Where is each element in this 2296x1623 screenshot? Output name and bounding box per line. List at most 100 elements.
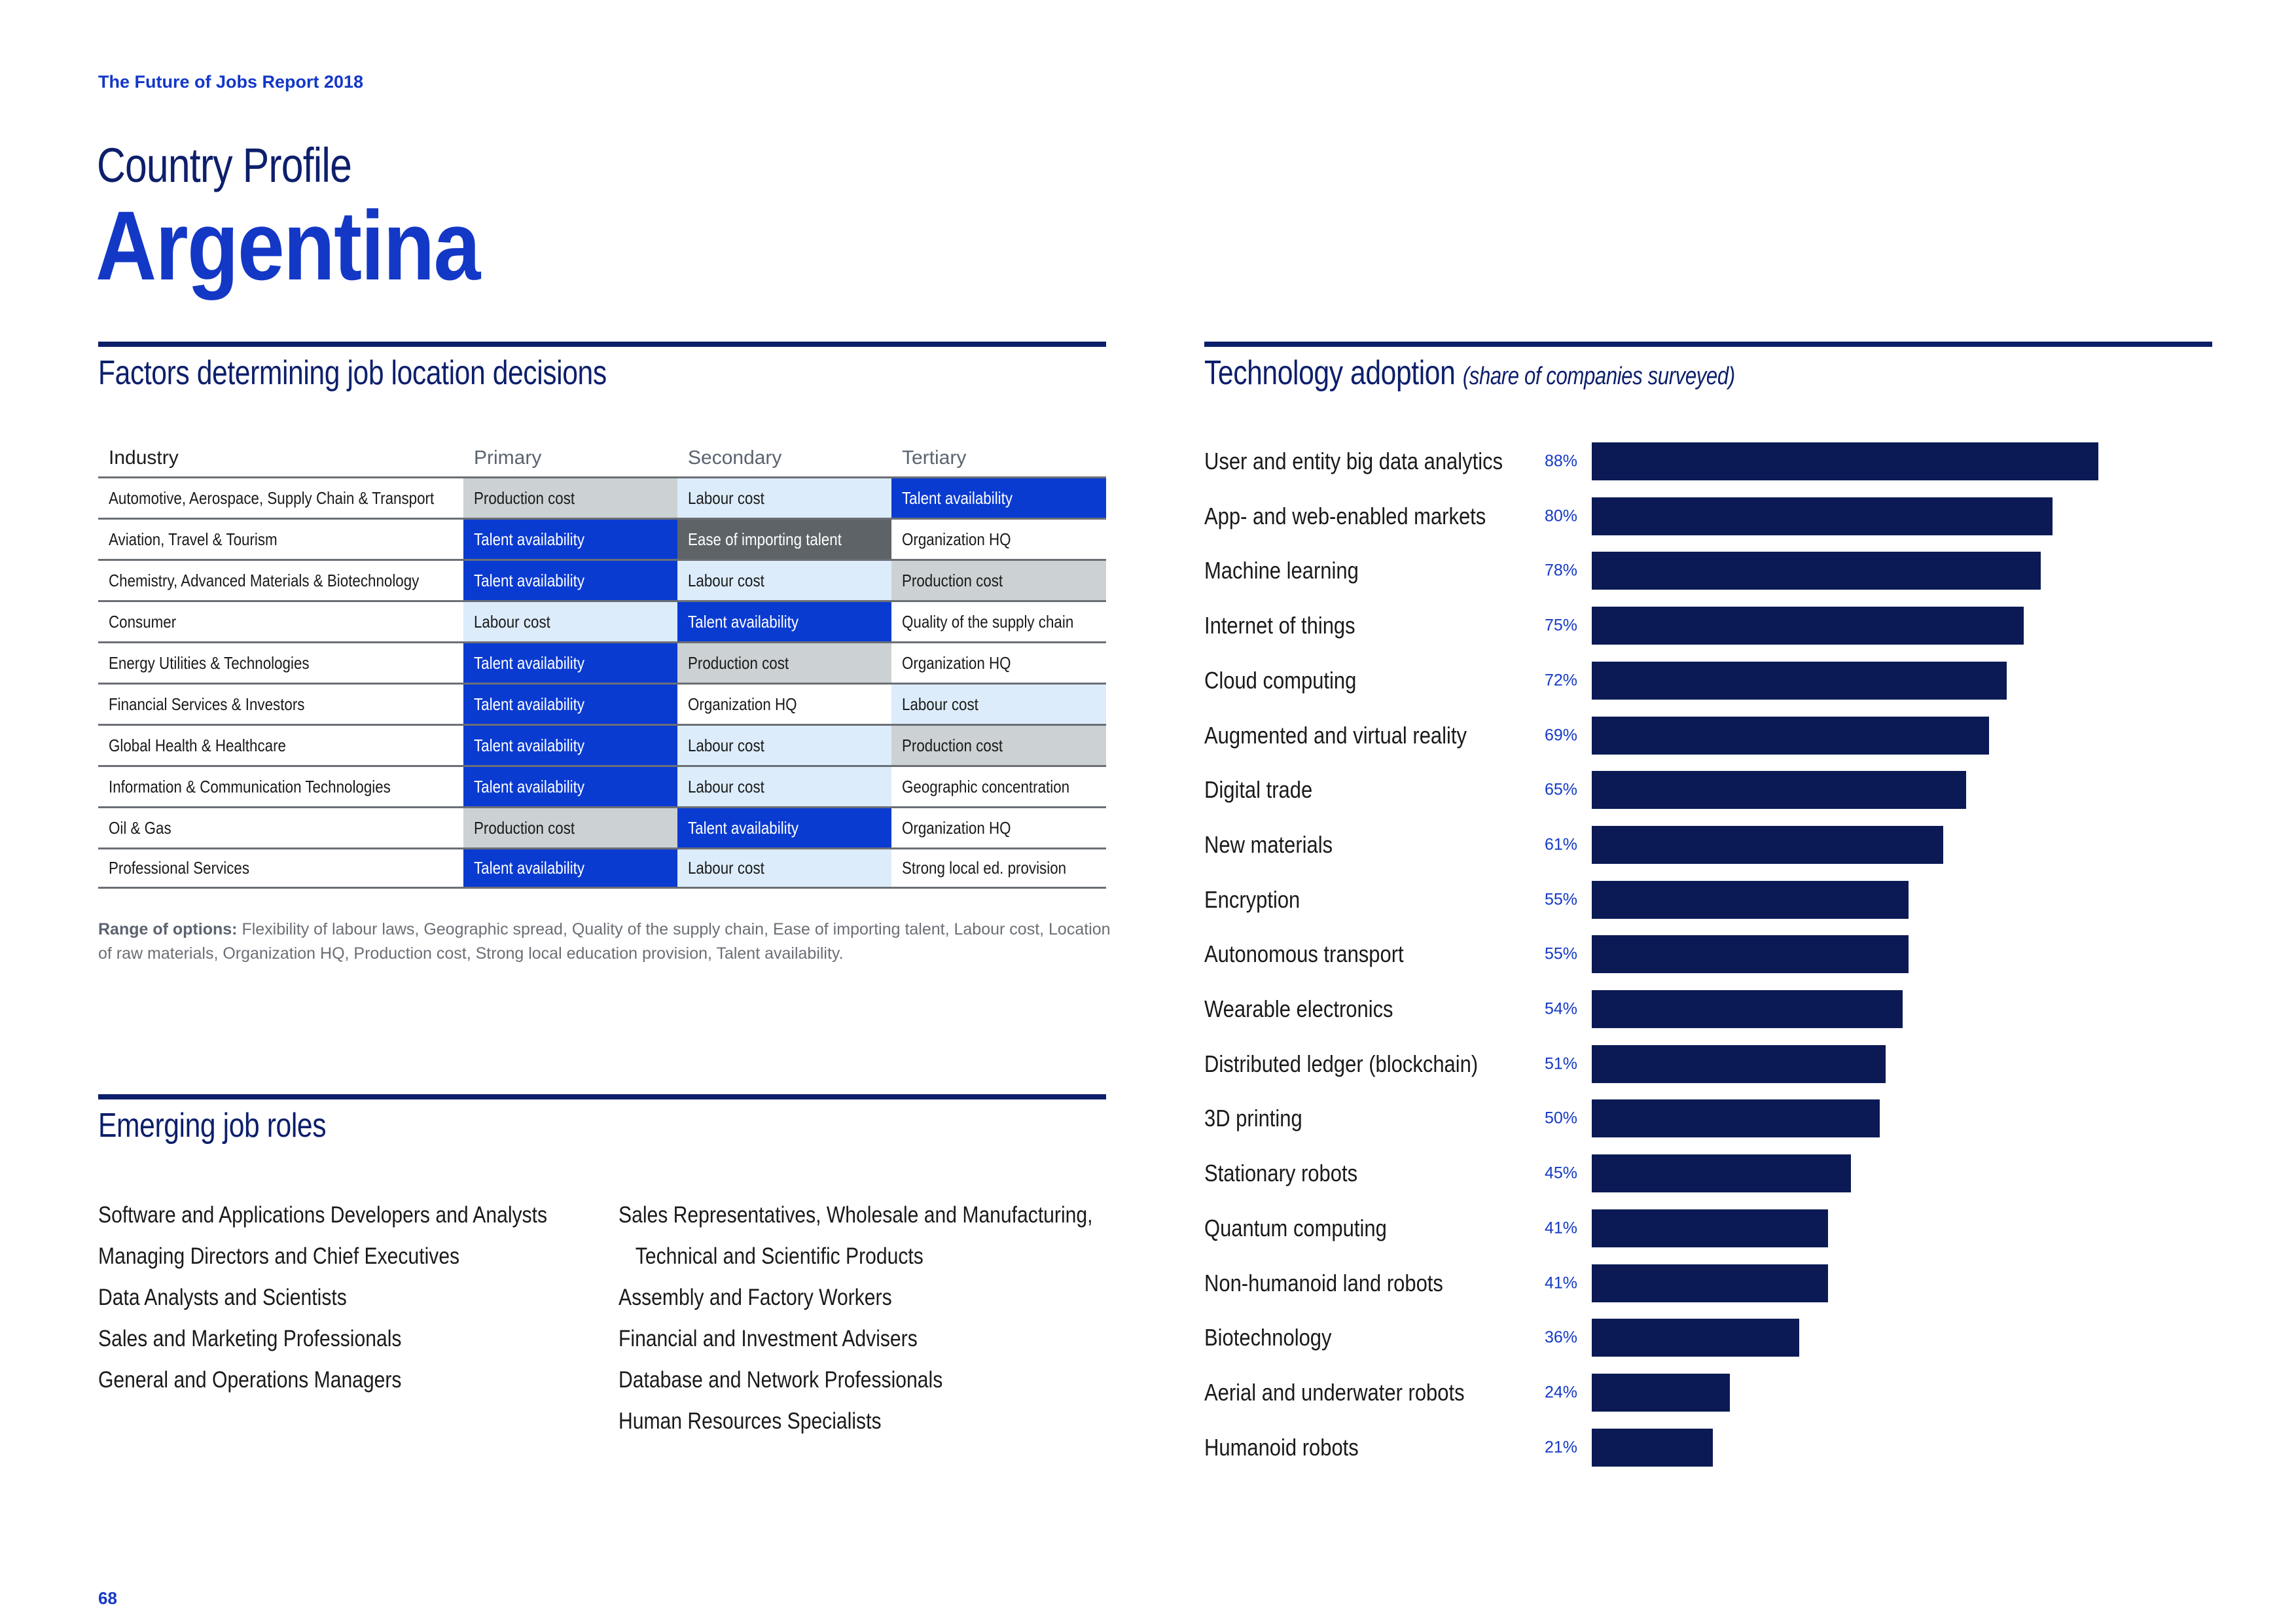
chart-data-label: 41% [1545,1274,1578,1292]
chart-category-label: 3D printing [1204,1105,1302,1132]
chart-category-label: Digital trade [1204,776,1313,804]
chart-bar [1592,1428,1713,1467]
chart-row: Cloud computing 72% [1204,659,2225,702]
chart-category-label: New materials [1204,830,1333,858]
table-row: Information & Communication Technologies… [98,765,1106,806]
table-row: Professional Services Talent availability… [98,847,1106,889]
chart-data-label: 41% [1545,1219,1578,1238]
chart-row: Encryption 55% [1204,878,2225,921]
secondary-factor-cell: Production cost [677,643,891,683]
chart-row: Wearable electronics 54% [1204,988,2225,1031]
tertiary-factor-cell-text: Production cost [902,570,1003,590]
chart-category-label: Augmented and virtual reality [1204,721,1467,749]
tertiary-factor-cell-text: Quality of the supply chain [902,611,1074,632]
range-of-options-label: Range of options: [98,920,238,938]
secondary-factor-cell: Labour cost [677,726,891,765]
primary-factor-cell-text: Talent availability [474,858,585,878]
chart-row: 3D printing 50% [1204,1097,2225,1140]
industry-cell-text: Energy Utilities & Technologies [109,652,310,673]
chart-data-label: 50% [1545,1109,1578,1128]
chart-bar [1592,880,1909,919]
primary-factor-cell-text: Talent availability [474,694,585,714]
primary-factor-cell-text: Talent availability [474,776,585,796]
chart-data-label: 61% [1545,835,1578,854]
table-row: Global Health & Healthcare Talent availab… [98,724,1106,765]
chart-data-label: 55% [1545,890,1578,909]
tertiary-factor-cell-text: Organization HQ [902,817,1011,838]
role-item: Financial and Investment Advisers [619,1326,918,1351]
primary-factor-cell-text: Talent availability [474,735,585,755]
tertiary-factor-cell-text: Organization HQ [902,529,1011,549]
primary-factor-cell: Labour cost [463,602,677,641]
chart-bar [1592,497,2053,535]
chart-row: Distributed ledger (blockchain) 51% [1204,1043,2225,1086]
range-of-options-text: Flexibility of labour laws, Geographic s… [98,920,1111,963]
tertiary-factor-cell: Organization HQ [891,643,1106,683]
primary-factor-cell: Talent availability [463,643,677,683]
chart-row: Internet of things 75% [1204,604,2225,647]
column-header-tertiary: Tertiary [902,447,967,469]
chart-row: Augmented and virtual reality 69% [1204,714,2225,757]
primary-factor-cell-text: Production cost [474,817,575,838]
chart-category-label: Biotechnology [1204,1324,1332,1351]
chart-category-label: Machine learning [1204,557,1359,584]
secondary-factor-cell-text: Organization HQ [688,694,797,714]
primary-factor-cell: Talent availability [463,849,677,887]
chart-category-label: App- and web-enabled markets [1204,502,1486,529]
tertiary-factor-cell: Geographic concentration [891,767,1106,806]
column-header-primary: Primary [474,447,542,469]
industry-cell-text: Global Health & Healthcare [109,735,286,755]
tertiary-factor-cell: Talent availability [891,478,1106,518]
chart-bar [1592,1209,1828,1247]
primary-factor-cell: Talent availability [463,685,677,724]
primary-factor-cell: Talent availability [463,520,677,559]
secondary-factor-cell: Labour cost [677,561,891,600]
industry-cell: Global Health & Healthcare [98,726,463,765]
secondary-factor-cell: Ease of importing talent [677,520,891,559]
primary-factor-cell: Talent availability [463,726,677,765]
column-header-secondary: Secondary [688,447,782,469]
chart-bar [1592,990,1903,1028]
chart-bar [1592,771,1966,810]
chart-category-label: Distributed ledger (blockchain) [1204,1050,1479,1077]
tertiary-factor-cell: Production cost [891,561,1106,600]
tech-title: Technology adoption [1204,354,1456,392]
role-item-continuation: Technical and Scientific Products [635,1243,924,1269]
secondary-factor-cell: Labour cost [677,767,891,806]
tech-subtitle: (share of companies surveyed) [1462,363,1735,390]
chart-row: Biotechnology 36% [1204,1316,2225,1359]
chart-bar [1592,661,2007,700]
industry-cell: Oil & Gas [98,808,463,847]
primary-factor-cell: Talent availability [463,767,677,806]
tertiary-factor-cell-text: Talent availability [902,488,1013,508]
chart-row: Quantum computing 41% [1204,1207,2225,1250]
chart-category-label: Cloud computing [1204,666,1357,694]
chart-data-label: 21% [1545,1438,1578,1457]
roles-column-right-list: Assembly and Factory Workers Financial an… [619,1277,1170,1442]
tertiary-factor-cell: Organization HQ [891,808,1106,847]
factors-table-header: Industry Primary Secondary Tertiary [98,440,1106,476]
chart-data-label: 80% [1545,507,1578,526]
primary-factor-cell-text: Talent availability [474,529,585,549]
chart-bar [1592,552,2041,590]
tertiary-factor-cell-text: Production cost [902,735,1003,755]
chart-data-label: 24% [1545,1383,1578,1402]
page-number: 68 [98,1588,117,1608]
tertiary-factor-cell-text: Organization HQ [902,652,1011,673]
chart-bar [1592,825,1943,864]
roles-column-left: Software and Applications Developers and… [98,1194,620,1400]
chart-row: Non-humanoid land robots 41% [1204,1262,2225,1305]
chart-row: New materials 61% [1204,823,2225,866]
report-title: The Future of Jobs Report 2018 [98,72,364,92]
industry-cell: Chemistry, Advanced Materials & Biotechn… [98,561,463,600]
chart-row: Digital trade 65% [1204,768,2225,812]
chart-data-label: 45% [1545,1164,1578,1183]
roles-column-right: Sales Representatives, Wholesale and Man… [619,1194,1170,1442]
chart-data-label: 69% [1545,726,1578,744]
chart-bar [1592,716,1990,755]
table-row: Consumer Labour cost Talent availability Qu… [98,600,1106,641]
table-row: Energy Utilities & Technologies Talent av… [98,641,1106,683]
industry-cell-text: Financial Services & Investors [109,694,305,714]
secondary-factor-cell: Labour cost [677,478,891,518]
role-item: Data Analysts and Scientists [98,1285,347,1310]
